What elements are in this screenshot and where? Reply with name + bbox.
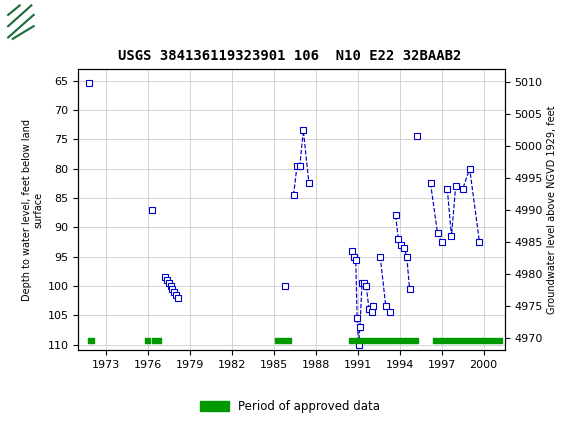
Y-axis label: Depth to water level, feet below land
surface: Depth to water level, feet below land su…	[22, 119, 44, 301]
Text: USGS 384136119323901 106  N10 E22 32BAAB2: USGS 384136119323901 106 N10 E22 32BAAB2	[118, 49, 462, 63]
Text: USGS: USGS	[39, 12, 103, 33]
Bar	[7, 6, 35, 40]
Y-axis label: Groundwater level above NGVD 1929, feet: Groundwater level above NGVD 1929, feet	[547, 105, 557, 314]
Legend: Period of approved data: Period of approved data	[195, 395, 385, 418]
